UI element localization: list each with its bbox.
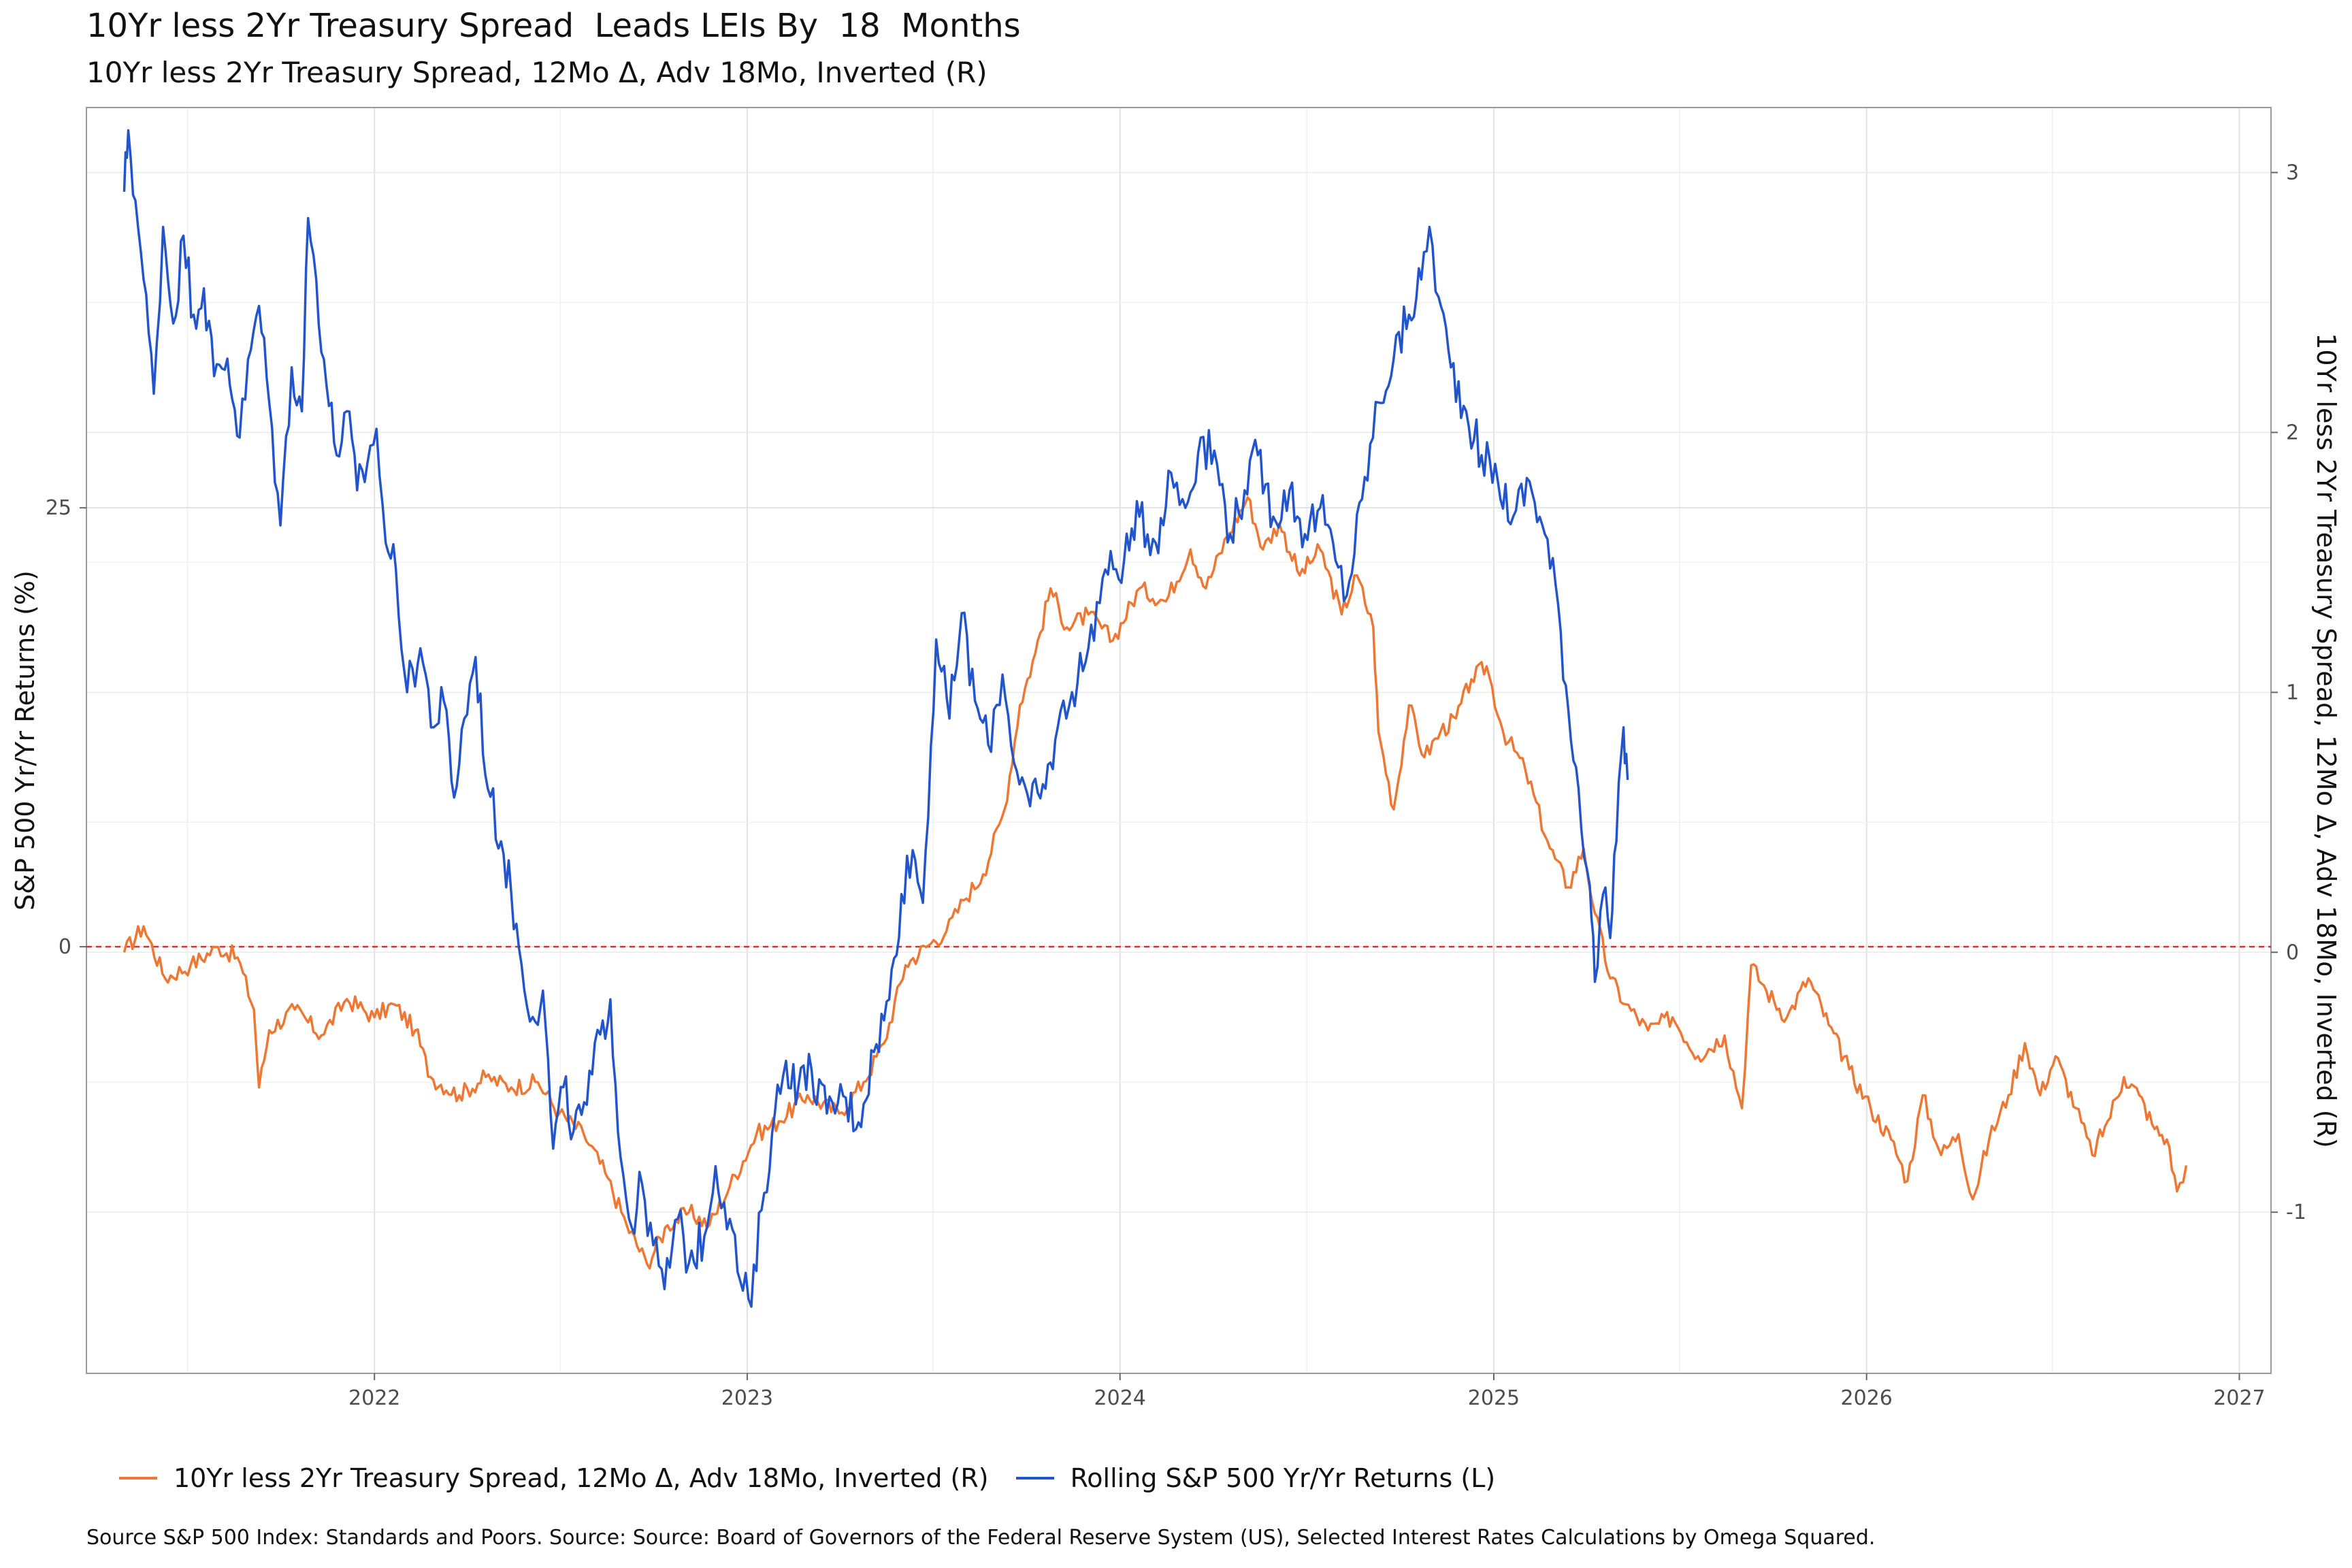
legend-swatch-sp500	[1015, 1477, 1054, 1480]
gridlines	[86, 108, 2271, 1373]
y-right-tick-label: 2	[2286, 421, 2299, 444]
y-left-axis-title: S&P 500 Yr/Yr Returns (%)	[10, 570, 40, 911]
legend-label-spread: 10Yr less 2Yr Treasury Spread, 12Mo Δ, A…	[174, 1463, 989, 1493]
y-right-tick-label: 1	[2286, 681, 2299, 704]
x-tick-label-2027: 2027	[2213, 1386, 2265, 1410]
x-tick-label-2025: 2025	[1468, 1386, 1520, 1410]
axes	[80, 107, 2278, 1380]
series-line-sp500	[122, 129, 1629, 1308]
chart-subtitle: 10Yr less 2Yr Treasury Spread, 12Mo Δ, A…	[86, 56, 987, 89]
legend-item-spread: 10Yr less 2Yr Treasury Spread, 12Mo Δ, A…	[119, 1463, 989, 1493]
y-right-tick-label: 0	[2286, 941, 2299, 964]
y-left-tick-label: 0	[59, 935, 71, 959]
y-left-tick-label: 25	[46, 496, 71, 520]
legend: 10Yr less 2Yr Treasury Spread, 12Mo Δ, A…	[119, 1460, 1522, 1496]
y-right-tick-label: -1	[2286, 1200, 2306, 1224]
series-lines	[86, 129, 2271, 1308]
y-right-tick-label: 3	[2286, 161, 2299, 184]
chart-title: 10Yr less 2Yr Treasury Spread Leads LEIs…	[86, 7, 1021, 45]
source-note: Source S&P 500 Index: Standards and Poor…	[86, 1526, 1876, 1550]
plot-border	[86, 107, 2272, 1374]
x-tick-label-2023: 2023	[721, 1386, 773, 1410]
y-right-axis-title: 10Yr less 2Yr Treasury Spread, 12Mo Δ, A…	[2311, 333, 2341, 1148]
x-tick-label-2026: 2026	[1841, 1386, 1893, 1410]
legend-label-sp500: Rolling S&P 500 Yr/Yr Returns (L)	[1070, 1463, 1496, 1493]
x-tick-label-2022: 2022	[348, 1386, 400, 1410]
axis-labels: 2022 2023 2024 2025 2026 2027 -1 0 1 2 3 0 25 S&P 500…	[10, 161, 2341, 1410]
series-line-spread	[122, 496, 2188, 1270]
x-tick-label-2024: 2024	[1094, 1386, 1146, 1410]
legend-swatch-spread	[119, 1477, 157, 1480]
legend-item-sp500: Rolling S&P 500 Yr/Yr Returns (L)	[1015, 1463, 1496, 1493]
